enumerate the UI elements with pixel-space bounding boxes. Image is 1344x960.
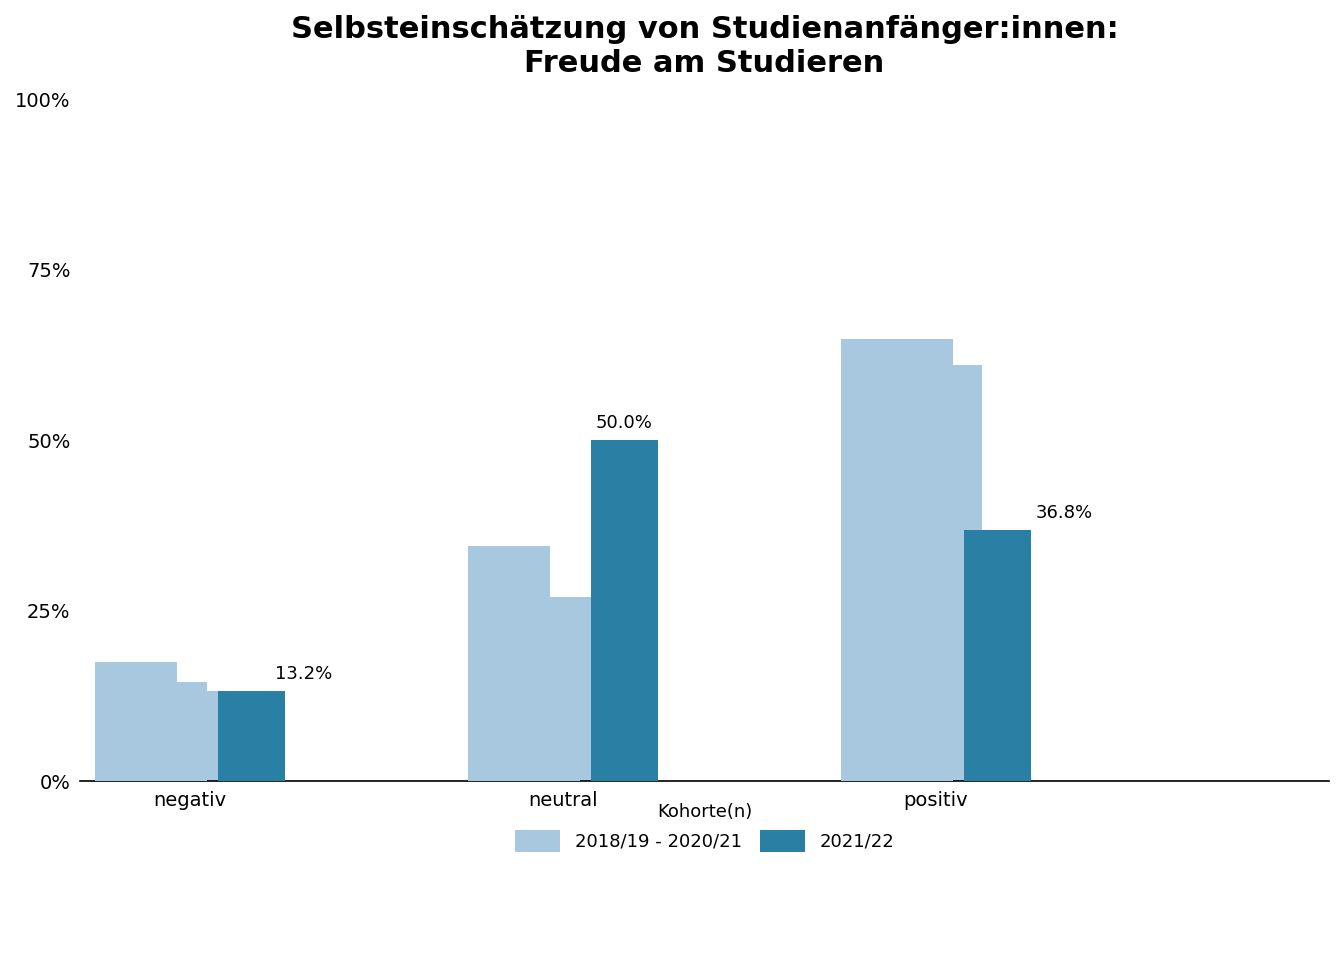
Bar bbox=[468, 546, 550, 781]
Title: Selbsteinschätzung von Studienanfänger:innen:
Freude am Studieren: Selbsteinschätzung von Studienanfänger:i… bbox=[290, 15, 1118, 78]
Text: 50.0%: 50.0% bbox=[595, 414, 653, 432]
Bar bbox=[591, 441, 659, 781]
Text: 36.8%: 36.8% bbox=[1036, 504, 1093, 522]
Bar bbox=[468, 641, 579, 781]
Bar bbox=[468, 597, 610, 781]
Text: 13.2%: 13.2% bbox=[276, 665, 332, 683]
Bar bbox=[964, 530, 1031, 781]
Bar bbox=[95, 691, 237, 781]
Legend: 2018/19 - 2020/21, 2021/22: 2018/19 - 2020/21, 2021/22 bbox=[507, 794, 903, 861]
Bar bbox=[840, 365, 982, 781]
Bar bbox=[95, 683, 207, 781]
Bar bbox=[840, 444, 923, 781]
Bar bbox=[218, 691, 285, 781]
Bar bbox=[840, 339, 953, 781]
Bar bbox=[95, 661, 177, 781]
